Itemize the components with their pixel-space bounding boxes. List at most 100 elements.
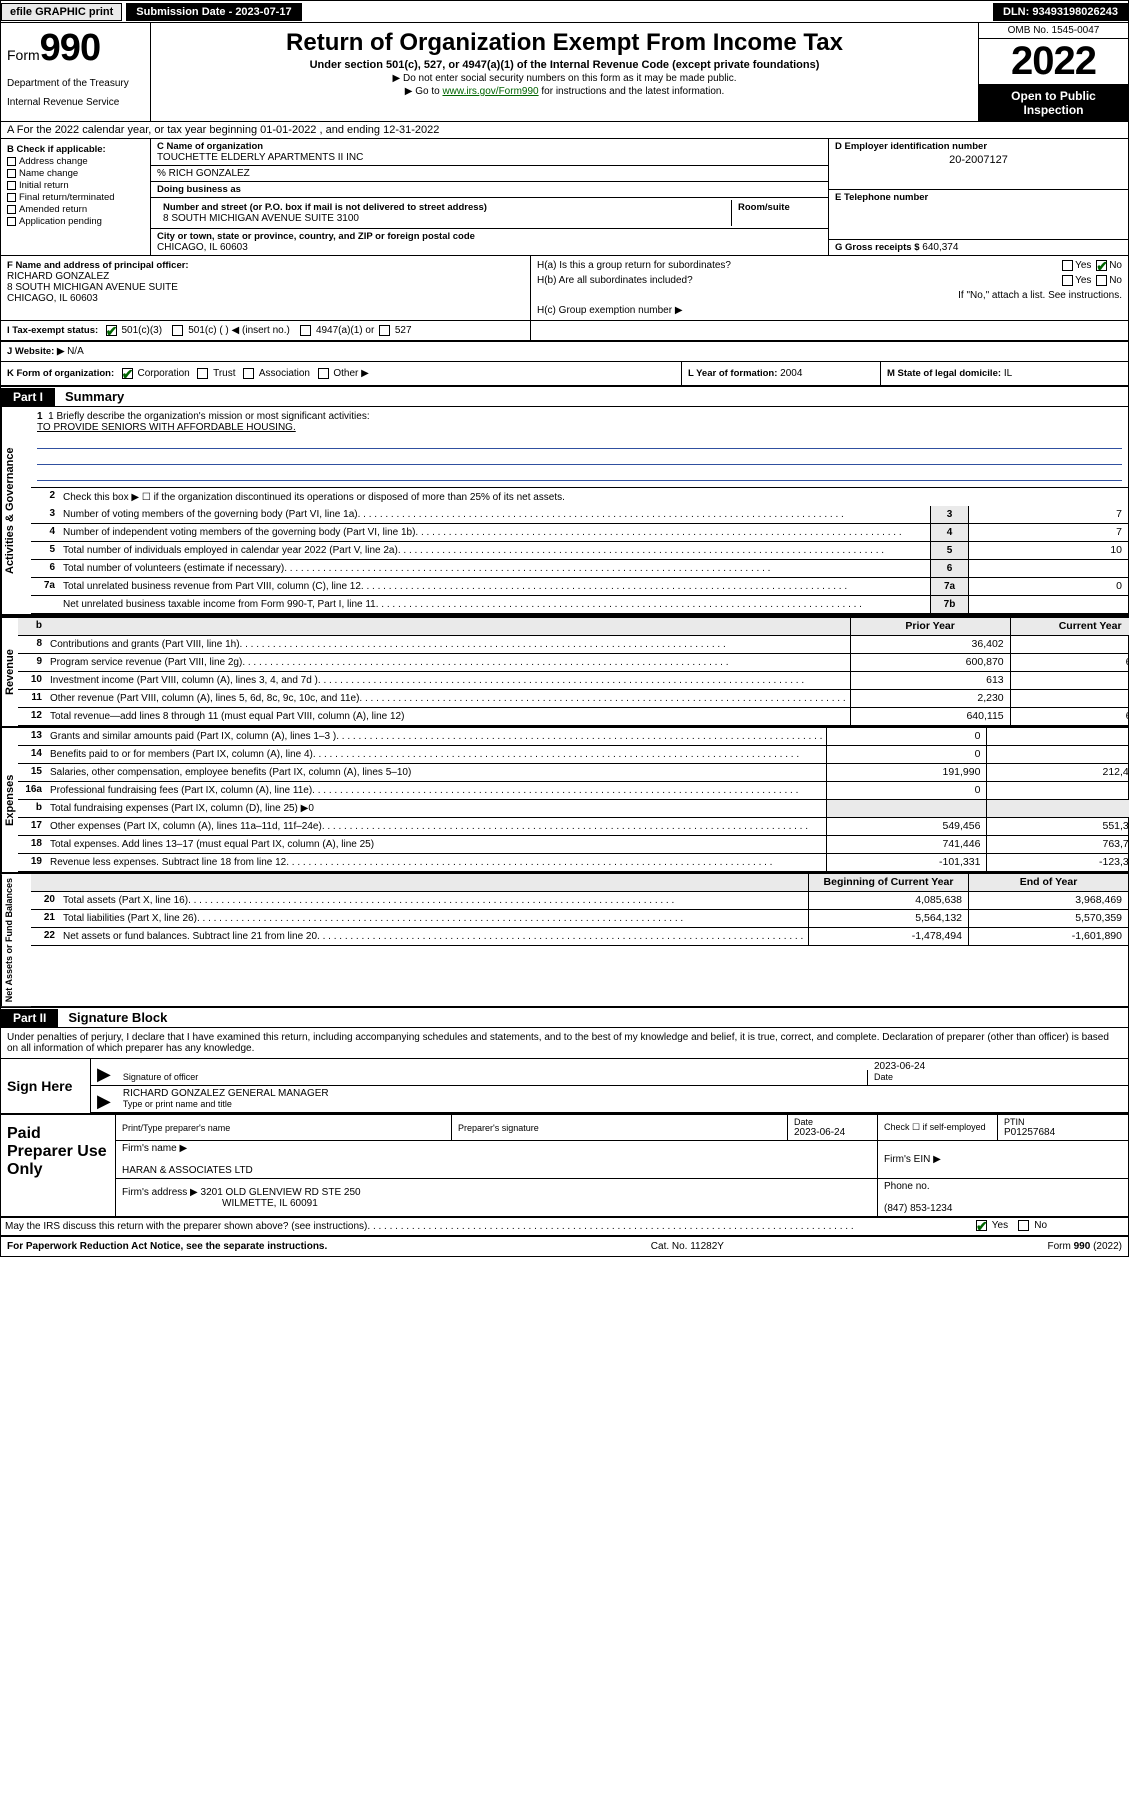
line-21-py: 5,564,132 xyxy=(808,910,968,927)
part-1-tag: Part I xyxy=(1,388,55,406)
line-6-box: 6 xyxy=(930,560,968,577)
submission-date: Submission Date - 2023-07-17 xyxy=(126,3,301,21)
col-c-org-info: C Name of organization TOUCHETTE ELDERLY… xyxy=(151,139,828,255)
cb-amended-return[interactable]: Amended return xyxy=(7,204,144,215)
line-16a-cy: 0 xyxy=(986,782,1129,799)
line-10-desc: Investment income (Part VIII, column (A)… xyxy=(46,672,850,689)
arrow-icon: ▶ xyxy=(91,1064,117,1085)
ssn-note: ▶ Do not enter social security numbers o… xyxy=(157,73,972,84)
part-1-header: Part I Summary xyxy=(1,387,1128,407)
line-3-desc: Number of voting members of the governin… xyxy=(59,506,930,523)
officer-addr: 8 SOUTH MICHIGAN AVENUE SUITE xyxy=(7,282,178,293)
cb-address-change[interactable]: Address change xyxy=(7,156,144,167)
line-6-val xyxy=(968,560,1128,577)
summary-expenses: Expenses 13Grants and similar amounts pa… xyxy=(1,728,1128,874)
line-7b-val xyxy=(968,596,1128,613)
line-18-py: 741,446 xyxy=(826,836,986,853)
firm-ein-label: Firm's EIN ▶ xyxy=(884,1154,1122,1165)
firm-addr-label: Firm's address ▶ xyxy=(122,1187,198,1198)
line-19-py: -101,331 xyxy=(826,854,986,871)
line-20-py: 4,085,638 xyxy=(808,892,968,909)
cb-initial-return[interactable]: Initial return xyxy=(7,180,144,191)
cb-corporation[interactable] xyxy=(122,368,133,379)
tax-year-text: A For the 2022 calendar year, or tax yea… xyxy=(1,122,445,138)
line-7b-box: 7b xyxy=(930,596,968,613)
cb-501c3[interactable] xyxy=(106,325,117,336)
omb-number: OMB No. 1545-0047 xyxy=(979,23,1128,39)
firm-name-label: Firm's name ▶ xyxy=(122,1143,871,1154)
paid-preparer-block: Paid Preparer Use Only Print/Type prepar… xyxy=(1,1113,1128,1218)
city-state-zip: CHICAGO, IL 60603 xyxy=(157,242,248,253)
org-name-label: C Name of organization xyxy=(157,141,263,152)
signer-name-label: Type or print name and title xyxy=(123,1099,232,1109)
row-f-h: F Name and address of principal officer:… xyxy=(1,256,1128,321)
irs: Internal Revenue Service xyxy=(7,97,144,108)
col-de: D Employer identification number 20-2007… xyxy=(828,139,1128,255)
cb-association[interactable] xyxy=(243,368,254,379)
website-label: J Website: ▶ xyxy=(7,346,64,357)
hb-note: If "No," attach a list. See instructions… xyxy=(537,290,1122,301)
sign-here-label: Sign Here xyxy=(1,1059,91,1113)
topbar: efile GRAPHIC print Submission Date - 20… xyxy=(1,1,1128,23)
firm-addr: 3201 OLD GLENVIEW RD STE 250 xyxy=(201,1187,361,1198)
line-20-cy: 3,968,469 xyxy=(968,892,1128,909)
domicile-value: IL xyxy=(1004,368,1012,379)
discuss-yes: Yes xyxy=(992,1220,1008,1231)
line-22-desc: Net assets or fund balances. Subtract li… xyxy=(59,928,808,945)
mission-question: 1 Briefly describe the organization's mi… xyxy=(48,411,370,422)
ptin-label: PTIN xyxy=(1004,1117,1122,1127)
cb-501c[interactable] xyxy=(172,325,183,336)
line-4-val: 7 xyxy=(968,524,1128,541)
identification-block: B Check if applicable: Address change Na… xyxy=(1,139,1128,256)
cb-application-pending[interactable]: Application pending xyxy=(7,216,144,227)
preparer-name-label: Print/Type preparer's name xyxy=(122,1123,445,1133)
discuss-no-checkbox[interactable] xyxy=(1018,1220,1029,1231)
dln: DLN: 93493198026243 xyxy=(993,3,1128,21)
goto-note: ▶ Go to www.irs.gov/Form990 for instruct… xyxy=(157,86,972,97)
line-22-cy: -1,601,890 xyxy=(968,928,1128,945)
tax-exempt-label: I Tax-exempt status: xyxy=(7,325,98,336)
line-10-cy: 517 xyxy=(1010,672,1129,689)
line-5-val: 10 xyxy=(968,542,1128,559)
line-14-cy: 0 xyxy=(986,746,1129,763)
cb-4947[interactable] xyxy=(300,325,311,336)
row-a-tax-year: A For the 2022 calendar year, or tax yea… xyxy=(1,122,1128,139)
self-employed-label[interactable]: Check ☐ if self-employed xyxy=(884,1122,991,1133)
cb-527[interactable] xyxy=(379,325,390,336)
summary-activities: Activities & Governance 1 1 Briefly desc… xyxy=(1,407,1128,616)
cb-other[interactable] xyxy=(318,368,329,379)
ha-yes-checkbox[interactable] xyxy=(1062,260,1073,271)
efile-print-button[interactable]: efile GRAPHIC print xyxy=(1,3,122,21)
cb-trust[interactable] xyxy=(197,368,208,379)
open-to-public: Open to Public Inspection xyxy=(979,84,1128,121)
declaration-text: Under penalties of perjury, I declare th… xyxy=(1,1028,1128,1059)
dba-label: Doing business as xyxy=(157,184,241,195)
firm-name: HARAN & ASSOCIATES LTD xyxy=(122,1165,871,1176)
hb-no-checkbox[interactable] xyxy=(1096,275,1107,286)
form-number: Form990 xyxy=(7,27,144,70)
street-address: 8 SOUTH MICHIGAN AVENUE SUITE 3100 xyxy=(163,213,359,224)
line-20-desc: Total assets (Part X, line 16) xyxy=(59,892,808,909)
line-11-cy: 1,606 xyxy=(1010,690,1129,707)
line-22-py: -1,478,494 xyxy=(808,928,968,945)
line-4-box: 4 xyxy=(930,524,968,541)
line-8-desc: Contributions and grants (Part VIII, lin… xyxy=(46,636,850,653)
firm-addr2: WILMETTE, IL 60091 xyxy=(122,1198,871,1209)
discuss-yes-checkbox[interactable] xyxy=(976,1220,987,1231)
hdr2-py: Beginning of Current Year xyxy=(808,874,968,891)
phone-label: E Telephone number xyxy=(835,192,928,203)
year-formation-label: L Year of formation: xyxy=(688,368,777,379)
line-21-desc: Total liabilities (Part X, line 26) xyxy=(59,910,808,927)
signer-name: RICHARD GONZALEZ GENERAL MANAGER xyxy=(123,1088,1122,1099)
hdr-current-year: Current Year xyxy=(1010,618,1129,635)
cb-final-return[interactable]: Final return/terminated xyxy=(7,192,144,203)
line-7a-val: 0 xyxy=(968,578,1128,595)
line-5-desc: Total number of individuals employed in … xyxy=(59,542,930,559)
hdr2-cy: End of Year xyxy=(968,874,1128,891)
cb-name-change[interactable]: Name change xyxy=(7,168,144,179)
form990-link[interactable]: www.irs.gov/Form990 xyxy=(442,86,538,97)
hb-yes-checkbox[interactable] xyxy=(1062,275,1073,286)
ha-no-checkbox[interactable] xyxy=(1096,260,1107,271)
line-14-desc: Benefits paid to or for members (Part IX… xyxy=(46,746,826,763)
city-label: City or town, state or province, country… xyxy=(157,231,475,242)
